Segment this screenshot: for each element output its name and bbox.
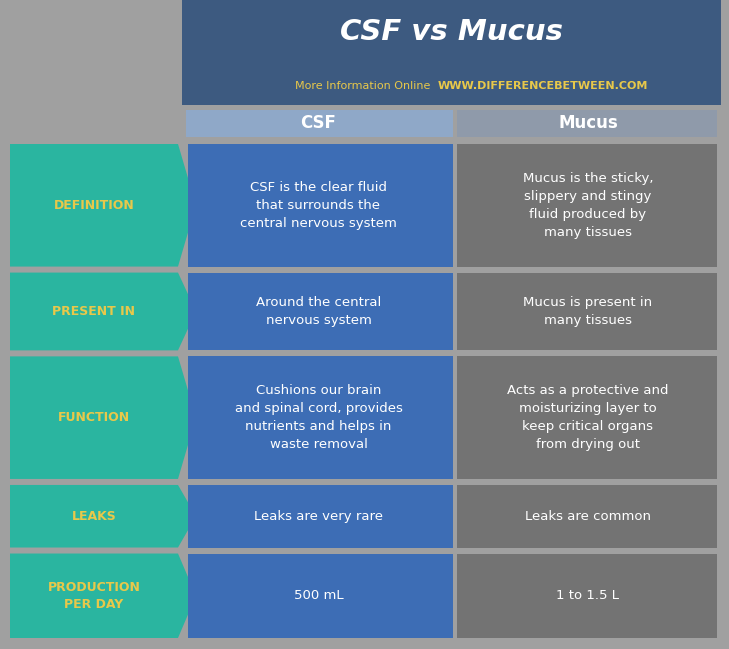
FancyBboxPatch shape bbox=[457, 356, 717, 479]
Polygon shape bbox=[10, 273, 196, 350]
Text: CSF: CSF bbox=[300, 114, 337, 132]
Text: Mucus is the sticky,
slippery and stingy
fluid produced by
many tissues: Mucus is the sticky, slippery and stingy… bbox=[523, 172, 653, 239]
FancyBboxPatch shape bbox=[182, 0, 721, 105]
FancyBboxPatch shape bbox=[188, 273, 453, 350]
Text: LEAKS: LEAKS bbox=[71, 509, 117, 522]
Text: Mucus is present in
many tissues: Mucus is present in many tissues bbox=[523, 296, 652, 327]
Text: PRODUCTION
PER DAY: PRODUCTION PER DAY bbox=[47, 581, 141, 611]
Polygon shape bbox=[10, 144, 196, 267]
Text: PRESENT IN: PRESENT IN bbox=[52, 305, 136, 318]
FancyBboxPatch shape bbox=[457, 273, 717, 350]
FancyBboxPatch shape bbox=[188, 485, 453, 548]
FancyBboxPatch shape bbox=[457, 144, 717, 267]
FancyBboxPatch shape bbox=[188, 144, 453, 267]
Polygon shape bbox=[10, 485, 196, 548]
Text: Mucus: Mucus bbox=[558, 114, 618, 132]
FancyBboxPatch shape bbox=[457, 485, 717, 548]
Polygon shape bbox=[10, 554, 196, 638]
Text: WWW.DIFFERENCEBETWEEN.COM: WWW.DIFFERENCEBETWEEN.COM bbox=[438, 81, 648, 91]
Text: Leaks are common: Leaks are common bbox=[525, 509, 651, 522]
Text: Cushions our brain
and spinal cord, provides
nutrients and helps in
waste remova: Cushions our brain and spinal cord, prov… bbox=[235, 384, 402, 451]
Text: Acts as a protective and
moisturizing layer to
keep critical organs
from drying : Acts as a protective and moisturizing la… bbox=[507, 384, 668, 451]
Text: Around the central
nervous system: Around the central nervous system bbox=[256, 296, 381, 327]
Text: CSF vs Mucus: CSF vs Mucus bbox=[340, 18, 563, 46]
Polygon shape bbox=[10, 356, 196, 479]
FancyBboxPatch shape bbox=[188, 356, 453, 479]
Text: 1 to 1.5 L: 1 to 1.5 L bbox=[556, 589, 620, 602]
Text: DEFINITION: DEFINITION bbox=[54, 199, 134, 212]
FancyBboxPatch shape bbox=[457, 110, 717, 137]
FancyBboxPatch shape bbox=[188, 554, 453, 638]
Text: 500 mL: 500 mL bbox=[294, 589, 343, 602]
FancyBboxPatch shape bbox=[186, 110, 453, 137]
Text: FUNCTION: FUNCTION bbox=[58, 411, 130, 424]
Text: More Information Online: More Information Online bbox=[295, 81, 430, 91]
FancyBboxPatch shape bbox=[457, 554, 717, 638]
Text: Leaks are very rare: Leaks are very rare bbox=[254, 509, 383, 522]
Text: CSF is the clear fluid
that surrounds the
central nervous system: CSF is the clear fluid that surrounds th… bbox=[240, 181, 397, 230]
